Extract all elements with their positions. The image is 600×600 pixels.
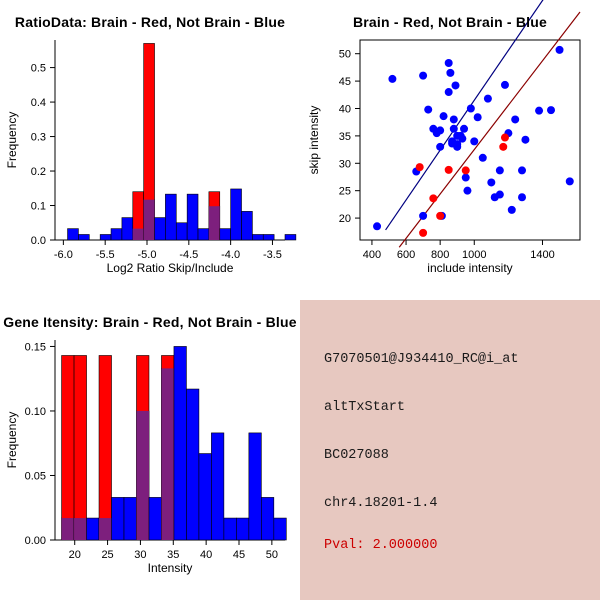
svg-text:50: 50 — [266, 549, 278, 561]
scatter-plot-panel: Brain - Red, Not Brain - Blue 20 25 30 35 40… — [300, 0, 600, 300]
svg-text:Intensity: Intensity — [148, 561, 193, 575]
info-probe-id: G7070501@J934410_RC@i_at — [324, 352, 518, 367]
svg-text:include intensity: include intensity — [427, 261, 512, 275]
gene-histogram-title: Gene Itensity: Brain - Red, Not Brain - … — [0, 314, 300, 330]
svg-text:-4.5: -4.5 — [179, 249, 198, 261]
svg-text:20: 20 — [339, 213, 351, 225]
svg-text:0.05: 0.05 — [25, 470, 46, 482]
svg-text:400: 400 — [363, 249, 381, 261]
svg-text:1000: 1000 — [462, 249, 486, 261]
r-plot-grid: RatioData: Brain - Red, Not Brain - Blue… — [0, 0, 600, 600]
svg-text:Frequency: Frequency — [5, 412, 19, 469]
svg-text:0.1: 0.1 — [31, 201, 46, 213]
svg-text:45: 45 — [339, 76, 351, 88]
svg-text:0.3: 0.3 — [31, 132, 46, 144]
svg-text:0.0: 0.0 — [31, 235, 46, 247]
ratio-histogram-panel: RatioData: Brain - Red, Not Brain - Blue… — [0, 0, 300, 300]
svg-text:40: 40 — [339, 103, 351, 115]
svg-text:800: 800 — [431, 249, 449, 261]
info-alt-tx-start: altTxStart — [324, 400, 405, 415]
ratio-histogram-title: RatioData: Brain - Red, Not Brain - Blue — [0, 14, 300, 30]
info-accession: BC027088 — [324, 448, 389, 463]
svg-text:-4.0: -4.0 — [221, 249, 240, 261]
gene-histogram-panel: Gene Itensity: Brain - Red, Not Brain - … — [0, 300, 300, 600]
svg-text:Log2 Ratio Skip/Include: Log2 Ratio Skip/Include — [107, 261, 234, 275]
svg-text:50: 50 — [339, 49, 351, 61]
scatter-plot-title: Brain - Red, Not Brain - Blue — [300, 14, 600, 30]
svg-text:0.2: 0.2 — [31, 166, 46, 178]
svg-text:25: 25 — [101, 549, 113, 561]
svg-text:0.4: 0.4 — [31, 97, 46, 109]
svg-text:-5.5: -5.5 — [96, 249, 115, 261]
scatter-plot-svg: 20 25 30 35 40 45 50 400 600 800 1000 1400 include i… — [300, 0, 600, 300]
svg-text:30: 30 — [339, 158, 351, 170]
svg-text:skip intensity: skip intensity — [307, 106, 321, 175]
gene-info-panel: G7070501@J934410_RC@i_at altTxStart BC02… — [300, 300, 600, 600]
svg-text:30: 30 — [134, 549, 146, 561]
gene-info-box: G7070501@J934410_RC@i_at altTxStart BC02… — [314, 332, 586, 568]
svg-text:-3.5: -3.5 — [263, 249, 282, 261]
svg-text:40: 40 — [200, 549, 212, 561]
svg-text:600: 600 — [397, 249, 415, 261]
info-chr-location: chr4.18201-1.4 — [324, 496, 437, 511]
svg-text:0.5: 0.5 — [31, 63, 46, 75]
svg-text:-5.0: -5.0 — [138, 249, 157, 261]
svg-text:20: 20 — [69, 549, 81, 561]
svg-text:0.10: 0.10 — [25, 406, 46, 418]
svg-text:35: 35 — [167, 549, 179, 561]
svg-text:45: 45 — [233, 549, 245, 561]
ratio-histogram-svg: 0.0 0.1 0.2 0.3 0.4 0.5 -6.0 -5.5 -5.0 -4.5 -4.0 -3… — [0, 0, 300, 300]
svg-text:0.15: 0.15 — [25, 341, 46, 353]
gene-histogram-svg: 0.00 0.05 0.10 0.15 20 25 30 35 40 45 50 Intensity F… — [0, 300, 300, 600]
svg-text:25: 25 — [339, 186, 351, 198]
info-pval: Pval: 2.000000 — [324, 538, 437, 553]
svg-text:Frequency: Frequency — [5, 112, 19, 169]
svg-text:35: 35 — [339, 131, 351, 143]
svg-text:0.00: 0.00 — [25, 535, 46, 547]
svg-text:1400: 1400 — [530, 249, 554, 261]
svg-text:-6.0: -6.0 — [54, 249, 73, 261]
